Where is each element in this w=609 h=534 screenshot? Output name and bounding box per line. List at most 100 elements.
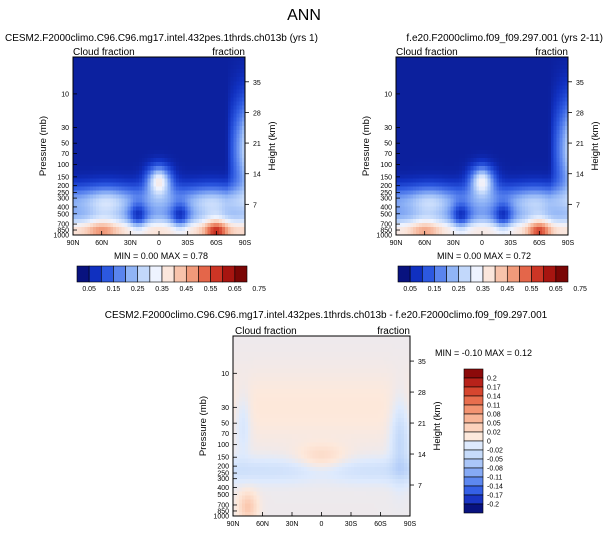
panel1-cell xyxy=(196,194,200,199)
panel1-cell xyxy=(233,190,237,195)
panel2-cell xyxy=(559,81,563,86)
panel2-cell xyxy=(476,206,480,212)
panel2-cell xyxy=(467,113,471,119)
panel2-cell xyxy=(407,113,411,119)
panel2-cell xyxy=(516,97,520,102)
panel1-cell xyxy=(187,105,191,110)
panel1-cell xyxy=(147,174,151,179)
panel2-cell xyxy=(527,73,532,78)
panel1-cell xyxy=(141,202,146,208)
panel1-cell xyxy=(179,141,183,147)
panel1-cell xyxy=(196,57,200,62)
panel1-cell xyxy=(98,226,103,232)
panel2-cell xyxy=(493,174,497,179)
panel1-cell xyxy=(230,69,234,74)
panel2-cell xyxy=(525,146,529,151)
panel1-cell xyxy=(173,230,177,236)
panel1-cell xyxy=(127,65,131,70)
panel2-cell xyxy=(447,186,451,191)
panel1-cell xyxy=(144,222,148,228)
panel2-cell xyxy=(487,121,491,127)
panel1-cell xyxy=(90,186,94,191)
panel1-cell xyxy=(144,162,148,167)
panel2-cell xyxy=(553,77,557,82)
panel1-cell xyxy=(107,89,111,94)
panel1-cell xyxy=(90,89,94,94)
panel1-cell xyxy=(73,65,77,70)
panel2-cell xyxy=(547,166,552,171)
panel2-cell xyxy=(459,194,463,199)
panel2-cell xyxy=(530,93,534,98)
panel2-cell xyxy=(404,89,408,94)
panel2-cell xyxy=(476,166,480,171)
panel1-cell xyxy=(107,141,111,147)
panel2-cell xyxy=(527,141,532,147)
panel1-cell xyxy=(184,158,189,163)
panel1-cell xyxy=(236,146,240,151)
panel1-cell xyxy=(104,166,108,171)
panel1-cell xyxy=(138,186,143,191)
panel1-cell xyxy=(75,81,80,86)
panel2-cell xyxy=(476,121,480,127)
panel2-cell xyxy=(441,93,446,98)
panel1-cell xyxy=(144,117,148,123)
panel2-cell xyxy=(527,182,532,187)
panel1-cell xyxy=(187,141,191,147)
panel1-cell xyxy=(173,178,177,183)
panel2-cell xyxy=(499,85,503,90)
panel2-cell xyxy=(470,97,474,102)
panel1-cell xyxy=(138,146,143,151)
panel2-cell xyxy=(507,117,512,123)
panel1-cell xyxy=(207,57,211,62)
panel1-cell xyxy=(181,109,186,115)
panel1-cell xyxy=(81,117,85,123)
panel1-cell xyxy=(202,85,206,90)
panel2-cell xyxy=(487,125,491,131)
panel1-cell xyxy=(113,146,117,151)
panel2-cell xyxy=(479,73,483,78)
panel1-cell xyxy=(141,178,146,183)
panel1-cell xyxy=(73,137,77,143)
panel1-cell xyxy=(233,57,237,62)
panel1-cell xyxy=(181,178,186,183)
panel1-cell xyxy=(181,194,186,199)
panel1-cell xyxy=(167,226,171,232)
panel1-cell xyxy=(136,210,140,216)
panel1-cell xyxy=(190,146,194,151)
panel2-cell xyxy=(461,146,466,151)
panel2-cell xyxy=(519,166,523,171)
panel1-cell xyxy=(84,178,88,183)
panel1-cell xyxy=(153,129,157,135)
panel2-cell xyxy=(530,89,534,94)
panel2-cell xyxy=(456,81,460,86)
panel1-cell xyxy=(90,125,94,131)
panel1-cell xyxy=(176,113,180,119)
panel2-cell xyxy=(447,97,451,102)
panel1-cell xyxy=(104,146,108,151)
panel1-cell xyxy=(170,89,174,94)
panel1-cell xyxy=(75,154,80,159)
panel2-cell xyxy=(547,154,552,159)
panel1-cell xyxy=(207,210,211,216)
panel1-cell xyxy=(113,81,117,86)
panel2-cell xyxy=(467,206,471,212)
panel1-cell xyxy=(116,117,120,123)
panel1-cell xyxy=(127,97,131,102)
panel2-cell xyxy=(533,170,537,175)
panel1-cell xyxy=(176,69,180,74)
panel1-cell xyxy=(190,89,194,94)
panel1-cell xyxy=(138,222,143,228)
panel1-cell xyxy=(207,137,211,143)
panel1-cell xyxy=(98,230,103,236)
panel2-cell xyxy=(556,178,560,183)
panel2-cell xyxy=(433,178,437,183)
panel1-cell xyxy=(199,133,203,139)
panel1-cell xyxy=(161,141,166,147)
panel1-cell xyxy=(179,170,183,175)
panel2-cell xyxy=(450,182,454,187)
panel2-cell xyxy=(545,57,549,62)
panel1-cell xyxy=(207,166,211,171)
panel2-cell xyxy=(550,162,555,167)
panel1-cell xyxy=(141,222,146,228)
panel2-cell xyxy=(413,190,417,195)
